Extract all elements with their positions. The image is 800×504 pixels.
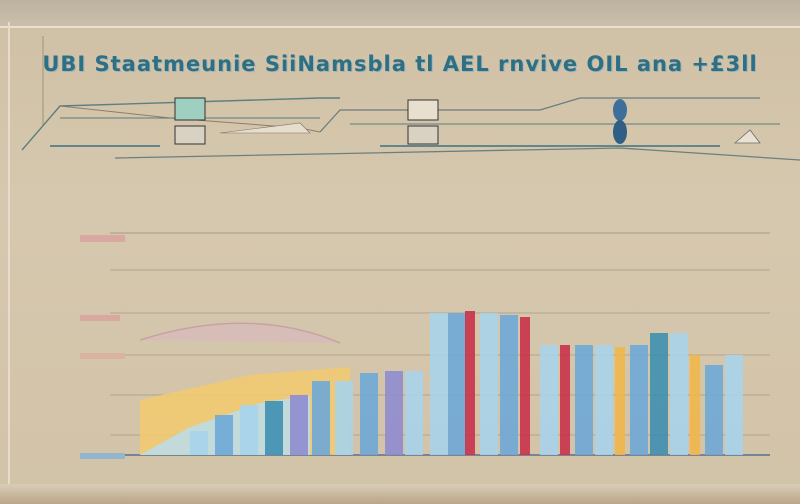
bar [500,315,518,455]
bottom-border-strip [0,484,800,504]
bar [520,317,530,455]
left-border-line [8,22,10,492]
bar [725,355,743,455]
bar [405,371,423,455]
bar [290,395,308,455]
top-border-strip [0,0,800,28]
header-banner [20,88,800,168]
bar [448,313,466,455]
bar [240,405,258,455]
bar [575,345,593,455]
bar [630,345,648,455]
bar [190,431,208,455]
bar [670,333,688,455]
bar [430,313,448,455]
bar [705,365,723,455]
bar [480,313,498,455]
bar [312,381,330,455]
left-accent-line [42,36,44,126]
bar [265,401,283,455]
bar [465,311,475,455]
bar [615,347,625,455]
bar-chart [50,205,790,480]
bar [560,345,570,455]
chart-subtitle [26,181,386,190]
bar [690,355,700,455]
bar [360,373,378,455]
bar [650,333,668,455]
bar [540,345,558,455]
bar [215,415,233,455]
page-title: UBI Staatmeunie SiiNamsbla tl AEL rnvive… [42,52,758,76]
bar [385,371,403,455]
bar [595,345,613,455]
bar [335,381,353,455]
